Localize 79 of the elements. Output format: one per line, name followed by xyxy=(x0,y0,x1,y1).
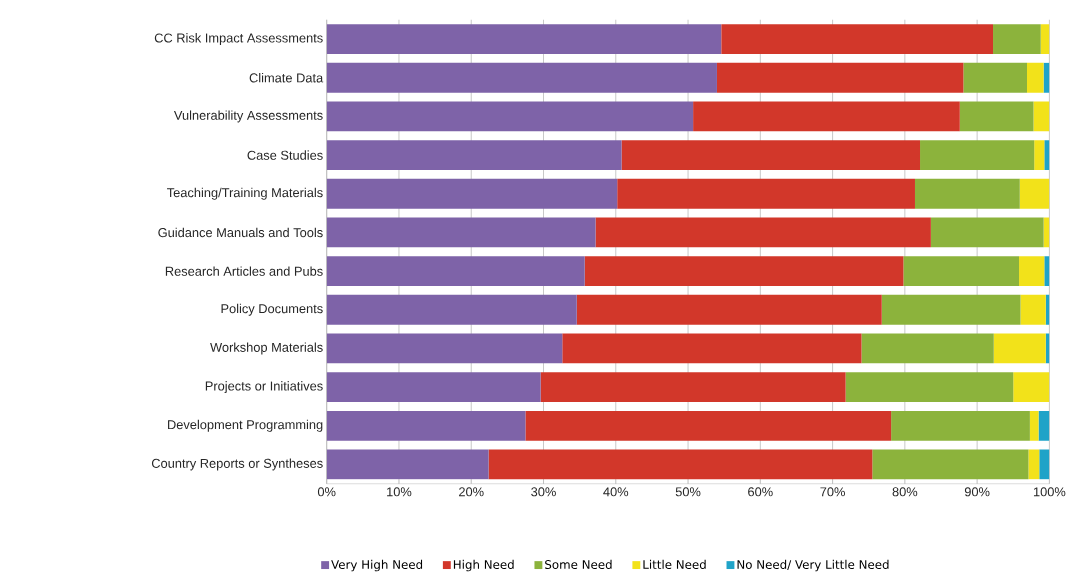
y-tick-label: Workshop Materials xyxy=(210,342,323,355)
bar xyxy=(872,449,1029,480)
y-tick-label: Development Programming xyxy=(168,419,323,432)
bar xyxy=(881,294,1021,325)
x-tick-label: 90% xyxy=(964,487,990,497)
bar xyxy=(1044,256,1050,286)
bar xyxy=(993,23,1041,54)
legend-label: High Need xyxy=(453,559,514,572)
bar xyxy=(930,217,1044,248)
bar xyxy=(1013,372,1050,402)
x-tick-label: 30% xyxy=(531,487,556,497)
bar xyxy=(595,217,931,248)
bar xyxy=(326,294,577,325)
legend-label: No Need/ Very Little Need xyxy=(737,559,889,572)
bar xyxy=(326,256,585,286)
y-tick-label: Climate Data xyxy=(249,72,324,83)
x-tick-label: 40% xyxy=(603,487,629,497)
y-tick-label: Projects or Initiatives xyxy=(205,380,323,393)
bar xyxy=(525,410,892,441)
x-tick-label: 10% xyxy=(387,487,412,497)
bar xyxy=(1038,410,1050,441)
bar xyxy=(903,256,1020,286)
bar xyxy=(1034,140,1045,170)
bar xyxy=(1027,62,1044,93)
bar xyxy=(993,333,1046,364)
bar xyxy=(716,62,964,93)
bar xyxy=(562,333,862,364)
legend-label: Very High Need xyxy=(331,559,423,572)
bar xyxy=(326,333,563,364)
bar xyxy=(326,372,541,402)
bar xyxy=(617,178,915,209)
x-tick-label: 20% xyxy=(459,487,484,497)
bar xyxy=(861,333,994,364)
x-tick-label: 50% xyxy=(675,487,701,497)
x-tick-label: 0% xyxy=(317,487,336,497)
bar xyxy=(1019,256,1045,286)
bar xyxy=(326,217,596,248)
bar xyxy=(326,449,489,480)
bar xyxy=(1039,449,1050,480)
bar xyxy=(326,62,717,93)
bar xyxy=(914,178,1020,209)
bar xyxy=(488,449,873,480)
bar xyxy=(540,372,846,402)
y-tick-label: Case Studies xyxy=(247,150,323,160)
bar xyxy=(1044,140,1050,170)
legend-label: Some Need xyxy=(545,559,612,569)
y-tick-label: Policy Documents xyxy=(221,303,323,316)
y-tick-label: Teaching/Training Materials xyxy=(167,187,323,200)
bar xyxy=(1033,101,1050,132)
bar xyxy=(326,140,622,170)
x-tick-label: 100% xyxy=(1033,487,1066,497)
y-tick-label: Guidance Manuals and Tools xyxy=(158,227,323,237)
bar xyxy=(1019,178,1050,209)
bar xyxy=(693,101,960,132)
bar xyxy=(845,372,1014,402)
bar xyxy=(584,256,904,286)
bar xyxy=(621,140,921,170)
x-tick-label: 70% xyxy=(820,487,845,497)
y-tick-label: CC Risk Impact Assessments xyxy=(154,32,323,45)
y-tick-label: Vulnerability Assessments xyxy=(173,110,323,123)
bar xyxy=(1040,23,1050,54)
x-tick-label: 80% xyxy=(892,487,918,497)
bar xyxy=(959,101,1034,132)
bar xyxy=(920,140,1035,170)
bar xyxy=(963,62,1027,93)
bar xyxy=(1028,449,1040,480)
bar xyxy=(326,410,526,441)
bar xyxy=(326,178,618,209)
bar xyxy=(721,23,994,54)
bar xyxy=(1029,410,1039,441)
y-tick-label: Country Reports or Syntheses xyxy=(151,458,323,471)
bar xyxy=(1020,294,1046,325)
bar xyxy=(891,410,1030,441)
x-tick-label: 60% xyxy=(748,487,773,497)
bar xyxy=(326,101,694,132)
bar xyxy=(576,294,882,325)
legend-label: Little Need xyxy=(643,559,706,569)
y-tick-label: Research Articles and Pubs xyxy=(165,266,323,276)
bar xyxy=(326,23,722,54)
